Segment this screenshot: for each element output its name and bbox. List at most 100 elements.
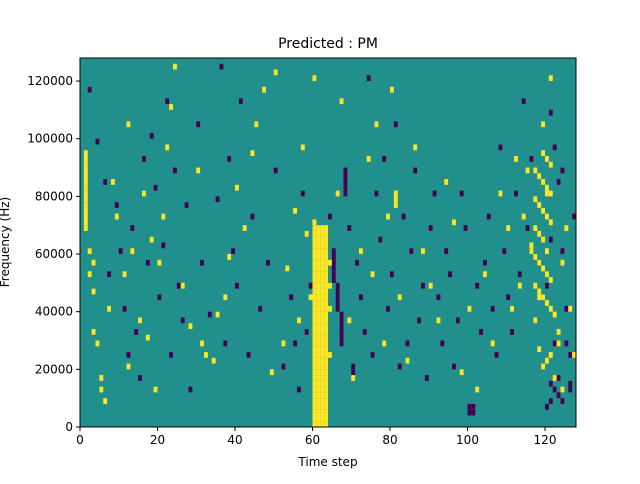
high-value-cell	[560, 259, 565, 266]
high-value-cell	[320, 392, 325, 399]
high-value-cell	[316, 323, 321, 329]
high-value-cell	[281, 340, 286, 347]
high-value-cell	[308, 294, 313, 301]
y-tick-label: 80000	[35, 189, 73, 203]
high-value-cell	[421, 248, 425, 255]
low-value-cell	[572, 213, 576, 220]
low-value-cell	[510, 328, 514, 335]
high-value-cell	[320, 421, 325, 427]
low-value-cell	[196, 121, 201, 128]
high-value-cell	[320, 242, 325, 249]
high-value-cell	[320, 248, 325, 255]
low-value-cell	[281, 363, 286, 370]
high-value-cell	[316, 415, 321, 422]
low-value-cell	[467, 409, 472, 416]
high-value-cell	[548, 277, 553, 283]
x-axis-label: Time step	[297, 455, 357, 469]
high-value-cell	[227, 254, 232, 260]
low-value-cell	[331, 259, 336, 266]
high-value-cell	[111, 179, 115, 185]
high-value-cell	[548, 190, 553, 197]
low-value-cell	[498, 144, 503, 151]
high-value-cell	[83, 219, 88, 226]
high-value-cell	[324, 403, 328, 410]
high-value-cell	[312, 334, 317, 341]
high-value-cell	[320, 236, 325, 243]
low-value-cell	[374, 190, 379, 197]
low-value-cell	[548, 109, 553, 116]
low-value-cell	[417, 317, 421, 324]
high-value-cell	[83, 225, 88, 231]
low-value-cell	[207, 311, 212, 318]
low-value-cell	[335, 300, 340, 306]
high-value-cell	[390, 86, 394, 93]
high-value-cell	[370, 271, 375, 278]
high-value-cell	[324, 294, 328, 301]
high-value-cell	[83, 190, 88, 197]
high-value-cell	[452, 219, 456, 226]
high-value-cell	[316, 334, 321, 341]
low-value-cell	[103, 179, 108, 185]
high-value-cell	[87, 271, 92, 278]
low-value-cell	[351, 369, 356, 376]
high-value-cell	[312, 277, 317, 283]
high-value-cell	[324, 421, 328, 427]
high-value-cell	[397, 294, 402, 301]
low-value-cell	[293, 340, 297, 347]
high-value-cell	[537, 294, 542, 301]
high-value-cell	[541, 363, 545, 370]
high-value-cell	[324, 398, 328, 404]
low-value-cell	[339, 340, 344, 347]
high-value-cell	[312, 421, 317, 427]
high-value-cell	[320, 328, 325, 335]
high-value-cell	[312, 219, 317, 226]
high-value-cell	[316, 357, 321, 364]
high-value-cell	[157, 259, 162, 266]
low-value-cell	[219, 63, 224, 70]
low-value-cell	[382, 156, 387, 162]
high-value-cell	[312, 294, 317, 301]
high-value-cell	[316, 305, 321, 312]
high-value-cell	[556, 340, 561, 347]
high-value-cell	[173, 63, 177, 70]
high-value-cell	[83, 167, 88, 174]
high-value-cell	[142, 190, 146, 197]
high-value-cell	[312, 288, 317, 295]
high-value-cell	[320, 288, 325, 295]
high-value-cell	[324, 357, 328, 364]
low-value-cell	[300, 190, 305, 197]
high-value-cell	[324, 317, 328, 324]
high-value-cell	[320, 386, 325, 393]
high-value-cell	[506, 225, 511, 231]
low-value-cell	[130, 225, 135, 231]
high-value-cell	[324, 254, 328, 260]
low-value-cell	[517, 271, 522, 278]
y-axis-label: Frequency (Hz)	[0, 197, 12, 288]
high-value-cell	[188, 323, 193, 329]
low-value-cell	[107, 271, 111, 278]
high-value-cell	[114, 213, 119, 220]
high-value-cell	[99, 386, 104, 393]
high-value-cell	[320, 357, 325, 364]
low-value-cell	[548, 236, 553, 243]
high-value-cell	[312, 300, 317, 306]
high-value-cell	[215, 311, 220, 318]
low-value-cell	[545, 282, 549, 289]
high-value-cell	[386, 213, 390, 220]
low-value-cell	[339, 317, 344, 324]
high-value-cell	[533, 317, 538, 324]
low-value-cell	[235, 282, 239, 289]
low-value-cell	[173, 167, 177, 174]
high-value-cell	[541, 179, 545, 185]
high-value-cell	[324, 363, 328, 370]
high-value-cell	[428, 282, 433, 289]
low-value-cell	[161, 242, 166, 249]
low-value-cell	[471, 403, 476, 410]
high-value-cell	[548, 161, 553, 168]
high-value-cell	[312, 311, 317, 318]
high-value-cell	[359, 248, 363, 255]
x-tick-label: 100	[456, 433, 479, 447]
high-value-cell	[316, 421, 321, 427]
high-value-cell	[351, 375, 356, 381]
low-value-cell	[502, 248, 507, 255]
